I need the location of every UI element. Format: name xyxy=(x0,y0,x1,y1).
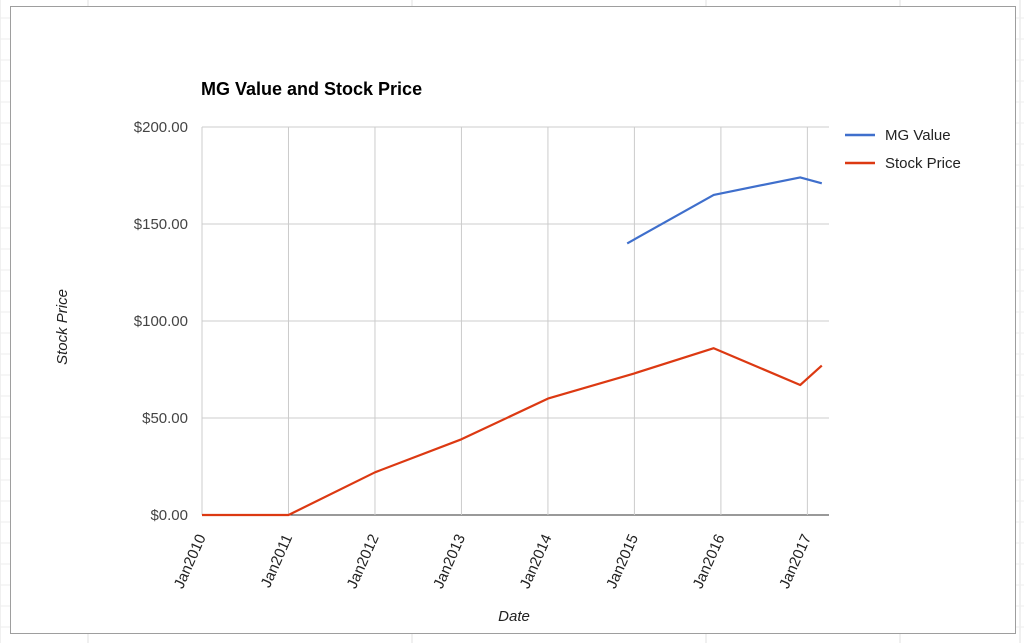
x-tick-label: Jan2011 xyxy=(258,532,296,590)
chart-title: MG Value and Stock Price xyxy=(201,79,422,99)
x-axis-label: Date xyxy=(498,608,530,625)
chart-card[interactable]: $0.00 $50.00 $100.00 $150.00 $200.00 Jan2010 J… xyxy=(10,6,1016,634)
series-lines xyxy=(202,176,823,517)
x-tick-label: Jan2015 xyxy=(603,532,642,592)
tick-labels: $0.00 $50.00 $100.00 $150.00 $200.00 Jan2010 J… xyxy=(134,119,815,591)
x-tick-label: Jan2017 xyxy=(776,532,815,592)
x-tick-label: Jan2010 xyxy=(171,532,210,592)
x-tick-label: Jan2013 xyxy=(430,532,469,592)
y-tick-label: $100.00 xyxy=(134,313,188,330)
legend-label-mg-value: MG Value xyxy=(885,127,951,144)
y-tick-label: $200.00 xyxy=(134,119,188,136)
y-tick-label: $150.00 xyxy=(134,216,188,233)
x-tick-label: Jan2016 xyxy=(690,532,729,592)
line-chart: $0.00 $50.00 $100.00 $150.00 $200.00 Jan2010 J… xyxy=(54,79,961,625)
legend[interactable]: MG Value Stock Price xyxy=(845,127,961,172)
grid-lines xyxy=(201,126,829,516)
y-tick-label: $0.00 xyxy=(150,507,188,524)
legend-label-stock-price: Stock Price xyxy=(885,155,961,172)
series-line-mg-value xyxy=(626,176,823,245)
y-axis-label: Stock Price xyxy=(54,289,71,365)
y-tick-label: $50.00 xyxy=(142,410,188,427)
x-tick-label: Jan2014 xyxy=(517,532,556,592)
x-tick-label: Jan2012 xyxy=(344,532,383,592)
series-line-stock-price xyxy=(202,347,823,517)
